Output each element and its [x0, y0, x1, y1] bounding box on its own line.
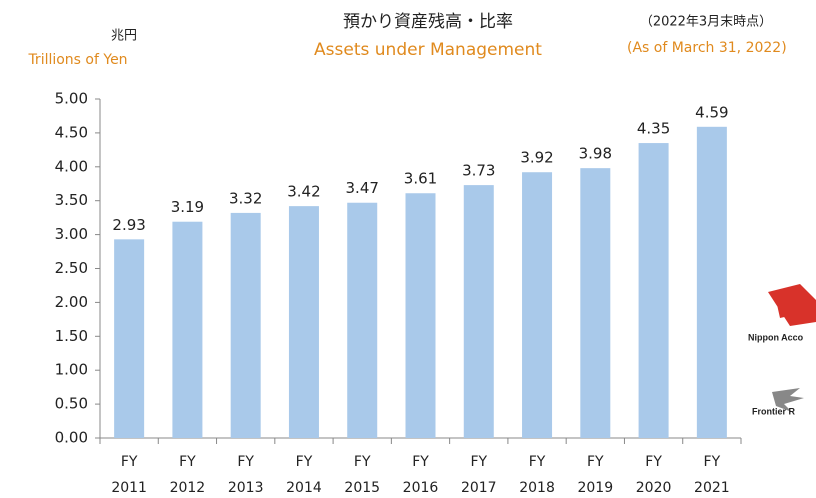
data-label: 3.98: [579, 145, 612, 163]
bar: [347, 202, 378, 438]
data-label: 2.93: [112, 216, 145, 234]
x-tick-label: FY 2012: [170, 454, 206, 496]
x-tick-label: FY 2019: [577, 454, 613, 496]
x-tick-label: FY 2020: [636, 454, 672, 496]
chart-subtitle: Assets under Management: [314, 40, 542, 60]
y-tick-label: 2.00: [55, 293, 88, 311]
y-tick-label: 1.00: [55, 361, 88, 379]
logo-icon: [772, 388, 804, 412]
data-label: 3.42: [287, 183, 320, 201]
data-label: 3.92: [520, 149, 553, 167]
x-tick-label: FY 2016: [403, 454, 439, 496]
y-tick-label: 4.00: [55, 157, 88, 175]
unit-label: 兆円: [111, 29, 137, 44]
bar: [405, 193, 436, 438]
unit-label-en: Trillions of Yen: [27, 52, 127, 68]
y-tick-label: 1.50: [55, 327, 88, 345]
x-tick-label: FY 2013: [228, 454, 264, 496]
data-label: 4.35: [637, 120, 670, 138]
y-tick-label: 2.50: [55, 259, 88, 277]
y-tick-label: 4.50: [55, 123, 88, 141]
logo-text: Frontier R: [752, 406, 796, 416]
date-note: （2022年3月末時点）: [640, 15, 772, 30]
chart-title: 預かり資産残高・比率: [343, 12, 513, 32]
date-note-en: (As of March 31, 2022): [627, 40, 787, 56]
logo-text: Nippon Acco: [748, 332, 804, 342]
y-tick-label: 3.00: [55, 225, 88, 243]
bar: [638, 143, 669, 438]
bar: [230, 212, 261, 438]
bar: [522, 172, 553, 438]
bar: [580, 168, 611, 438]
x-tick-label: FY 2021: [694, 454, 730, 496]
y-tick-label: 0.00: [55, 429, 88, 447]
data-label: 3.47: [346, 179, 379, 197]
logo-icon: [768, 284, 816, 326]
y-tick-label: 0.50: [55, 395, 88, 413]
bar: [172, 221, 203, 438]
data-label: 3.73: [462, 162, 495, 180]
data-label: 3.61: [404, 170, 437, 188]
x-tick-label: FY 2014: [286, 454, 322, 496]
y-tick-label: 5.00: [55, 90, 88, 108]
bar: [114, 239, 145, 438]
x-tick-label: FY 2018: [519, 454, 555, 496]
x-tick-label: FY 2015: [344, 454, 380, 496]
x-tick-label: FY 2011: [111, 454, 147, 496]
bar: [696, 126, 727, 438]
data-label: 3.19: [171, 198, 204, 216]
x-tick-label: FY 2017: [461, 454, 497, 496]
data-label: 3.32: [229, 189, 262, 207]
bar: [288, 206, 319, 438]
y-tick-label: 3.50: [55, 191, 88, 209]
data-label: 4.59: [695, 103, 728, 121]
bar: [463, 185, 494, 438]
